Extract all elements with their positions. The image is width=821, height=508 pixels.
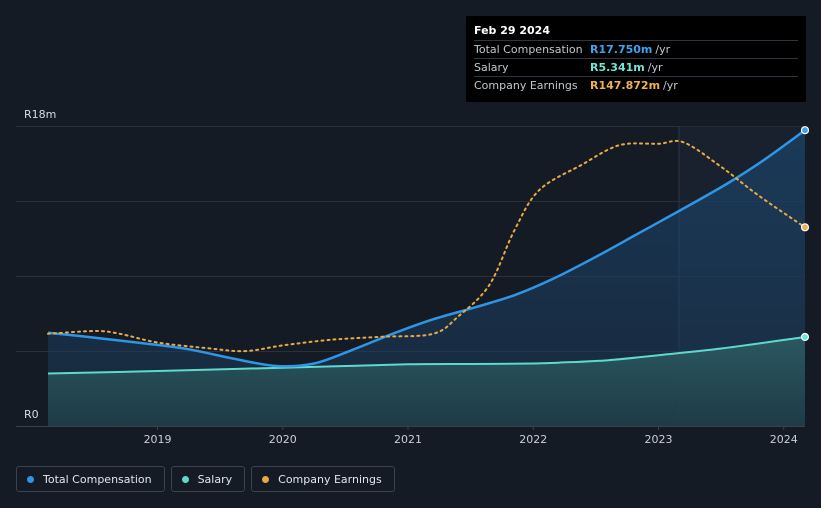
tooltip-value: R147.872m bbox=[590, 79, 661, 92]
tooltip-date: Feb 29 2024 bbox=[474, 24, 550, 37]
x-tick-label: 2022 bbox=[519, 433, 547, 446]
x-tick-label: 2024 bbox=[770, 433, 798, 446]
series-lines bbox=[47, 129, 806, 375]
total-compensation-area bbox=[48, 130, 805, 426]
tooltip-value: R17.750m bbox=[590, 43, 653, 56]
legend-label: Total Compensation bbox=[43, 472, 152, 486]
x-tick-label: 2021 bbox=[394, 433, 422, 446]
x-tick-label: 2019 bbox=[144, 433, 172, 446]
salary-area bbox=[48, 337, 805, 426]
salary-line bbox=[47, 336, 806, 375]
tooltip-row-company-earnings: Company Earnings R147.872m /yr bbox=[474, 76, 798, 94]
tooltip-panel: Feb 29 2024 Total Compensation R17.750m … bbox=[466, 16, 806, 102]
x-axis-ticks: 2019 2020 2021 2022 2023 2024 bbox=[144, 426, 798, 446]
salary-endpoint bbox=[800, 332, 810, 342]
x-tick-label: 2020 bbox=[269, 433, 297, 446]
company-earnings-line bbox=[47, 139, 806, 353]
tooltip-unit: /yr bbox=[663, 79, 678, 92]
y-tick-label: R0 bbox=[24, 408, 39, 421]
series-areas bbox=[48, 130, 805, 426]
y-tick-label: R18m bbox=[24, 108, 56, 121]
legend-item-total-compensation[interactable]: Total Compensation bbox=[16, 466, 165, 492]
legend-label: Company Earnings bbox=[278, 472, 382, 486]
legend-dot-icon bbox=[262, 475, 270, 483]
y-axis-ticks: R0 R18m bbox=[24, 108, 56, 421]
tooltip-label: Company Earnings bbox=[474, 79, 578, 92]
tooltip-label: Total Compensation bbox=[474, 43, 583, 56]
tooltip-row-salary: Salary R5.341m /yr bbox=[474, 58, 798, 76]
total-compensation-line bbox=[47, 129, 806, 368]
company-earnings-endpoint bbox=[800, 223, 810, 232]
series-endpoints bbox=[800, 126, 810, 342]
x-tick-label: 2023 bbox=[644, 433, 672, 446]
tooltip-label: Salary bbox=[474, 61, 509, 74]
legend: Total Compensation Salary Company Earnin… bbox=[16, 466, 395, 492]
tooltip-value: R5.341m bbox=[590, 61, 645, 74]
legend-item-company-earnings[interactable]: Company Earnings bbox=[251, 466, 395, 492]
legend-item-salary[interactable]: Salary bbox=[170, 466, 246, 492]
legend-dot-icon bbox=[181, 475, 189, 483]
tooltip-unit: /yr bbox=[655, 43, 671, 56]
tooltip-unit: /yr bbox=[647, 61, 663, 74]
legend-label: Salary bbox=[197, 472, 233, 486]
tooltip-row-total-compensation: Total Compensation R17.750m /yr bbox=[474, 40, 798, 58]
total-compensation-endpoint bbox=[800, 126, 810, 135]
legend-dot-icon bbox=[27, 475, 34, 483]
